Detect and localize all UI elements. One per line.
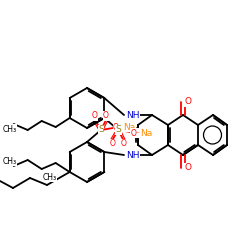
Text: CH₃: CH₃ (2, 156, 17, 166)
Text: O: O (110, 140, 115, 148)
Text: O: O (184, 98, 192, 106)
Text: NH: NH (126, 110, 140, 120)
Text: O⁻: O⁻ (113, 122, 123, 132)
Text: O: O (92, 112, 98, 120)
Text: O: O (120, 140, 126, 148)
Text: NH: NH (126, 150, 140, 160)
Text: O: O (103, 112, 109, 120)
Text: CH₃: CH₃ (2, 124, 17, 134)
Text: S: S (98, 126, 104, 134)
Text: S: S (116, 126, 121, 134)
Text: O⁻: O⁻ (130, 128, 140, 138)
Text: CH₃: CH₃ (43, 172, 57, 182)
Text: Na: Na (123, 122, 135, 132)
Text: Na: Na (140, 128, 152, 138)
Text: O: O (184, 164, 192, 172)
